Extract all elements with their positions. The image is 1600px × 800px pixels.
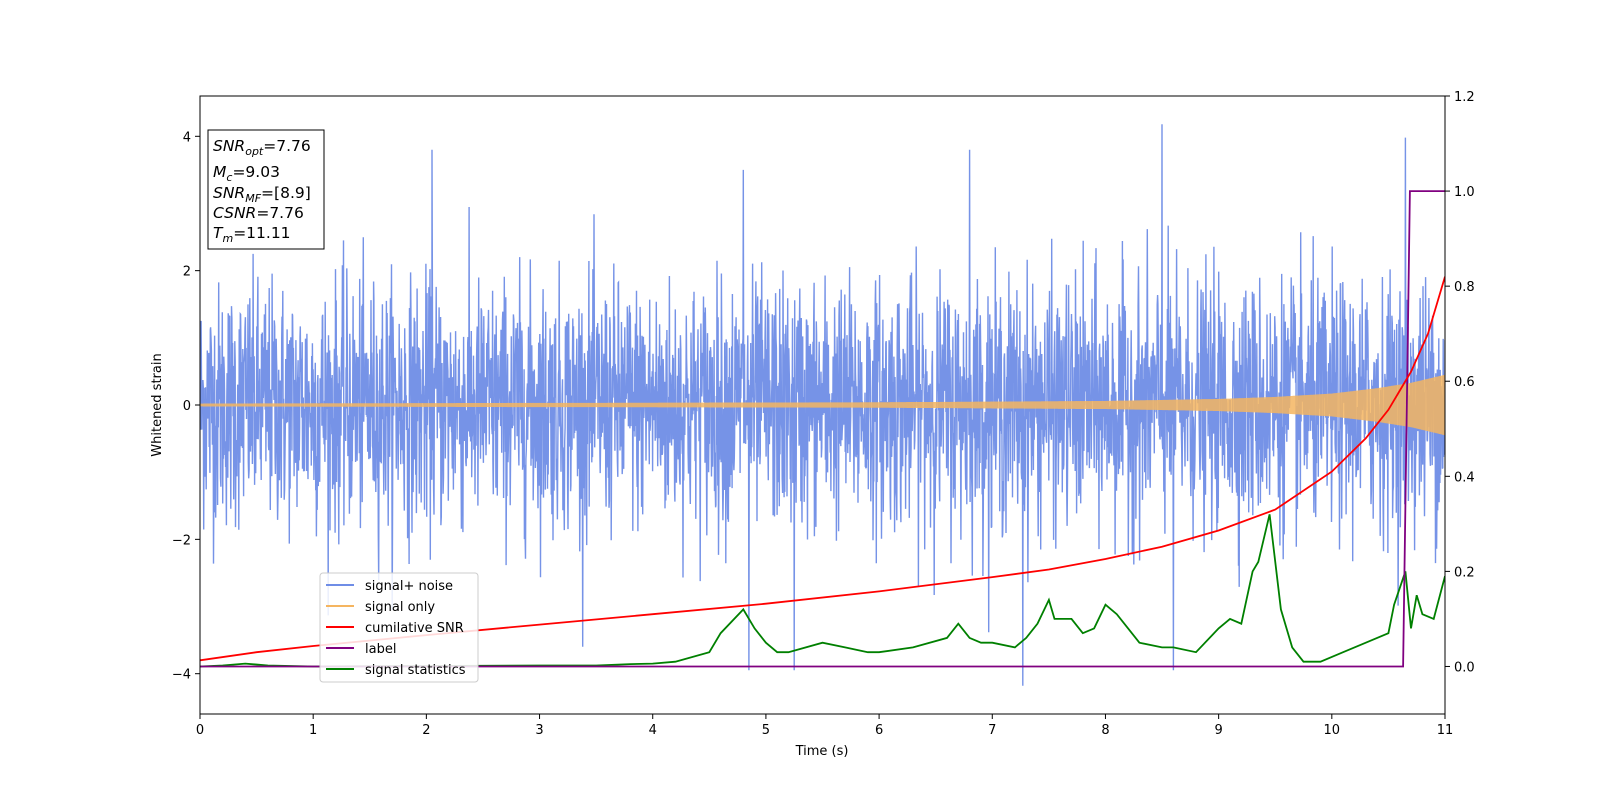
legend-label: signal+ noise xyxy=(365,579,453,594)
x-tick-label: 1 xyxy=(309,723,317,738)
series-line-label xyxy=(200,190,1445,668)
y-tick-label: −2 xyxy=(172,533,191,548)
x-tick-label: 8 xyxy=(1101,723,1109,738)
series-line-signal-only xyxy=(200,374,1445,436)
svg-text:Mc=9.03: Mc=9.03 xyxy=(213,163,280,184)
y-tick-label: 4 xyxy=(183,130,191,145)
legend-label: label xyxy=(365,642,396,657)
x-tick-label: 9 xyxy=(1214,723,1222,738)
legend: signal+ noise signal only cumilative SNR la… xyxy=(319,572,479,683)
y-tick-label: 0 xyxy=(183,399,191,414)
x-tick-label: 5 xyxy=(762,723,770,738)
legend-label: cumilative SNR xyxy=(365,621,464,636)
x-tick-label: 6 xyxy=(875,723,883,738)
svg-text:CSNR=7.76: CSNR=7.76 xyxy=(213,204,304,222)
series-line-signal-statistics xyxy=(200,514,1445,668)
series-line-signal-noise xyxy=(200,124,1445,686)
x-tick-label: 4 xyxy=(649,723,657,738)
x-tick-label: 10 xyxy=(1324,723,1341,738)
x-tick-label: 2 xyxy=(422,723,430,738)
x-tick-label: 0 xyxy=(196,723,204,738)
y2-tick-label: 0.8 xyxy=(1454,280,1475,295)
svg-text:SNRopt=7.76: SNRopt=7.76 xyxy=(213,137,311,158)
y-tick-label: −4 xyxy=(172,668,191,683)
y-axis-label: Whitened strain xyxy=(150,353,165,456)
y-tick-label: 2 xyxy=(183,265,191,280)
x-tick-label: 11 xyxy=(1437,723,1454,738)
svg-text:SNRMF=[8.9]: SNRMF=[8.9] xyxy=(213,184,311,205)
y2-tick-label: 1.0 xyxy=(1454,185,1475,200)
y2-tick-label: 0.0 xyxy=(1454,660,1475,675)
x-tick-label: 3 xyxy=(535,723,543,738)
info-box: SNRopt=7.76 Mc=9.03 SNRMF=[8.9] CSNR=7.7… xyxy=(207,129,325,250)
x-tick-label: 7 xyxy=(988,723,996,738)
y2-tick-label: 1.2 xyxy=(1454,90,1475,105)
legend-label: signal only xyxy=(365,600,435,615)
legend-label: signal statistics xyxy=(365,663,466,678)
y2-tick-label: 0.4 xyxy=(1454,470,1475,485)
y2-tick-label: 0.2 xyxy=(1454,565,1475,580)
x-axis-label: Time (s) xyxy=(795,744,849,759)
svg-text:Tm=11.11: Tm=11.11 xyxy=(213,224,291,245)
y2-tick-label: 0.6 xyxy=(1454,375,1475,390)
